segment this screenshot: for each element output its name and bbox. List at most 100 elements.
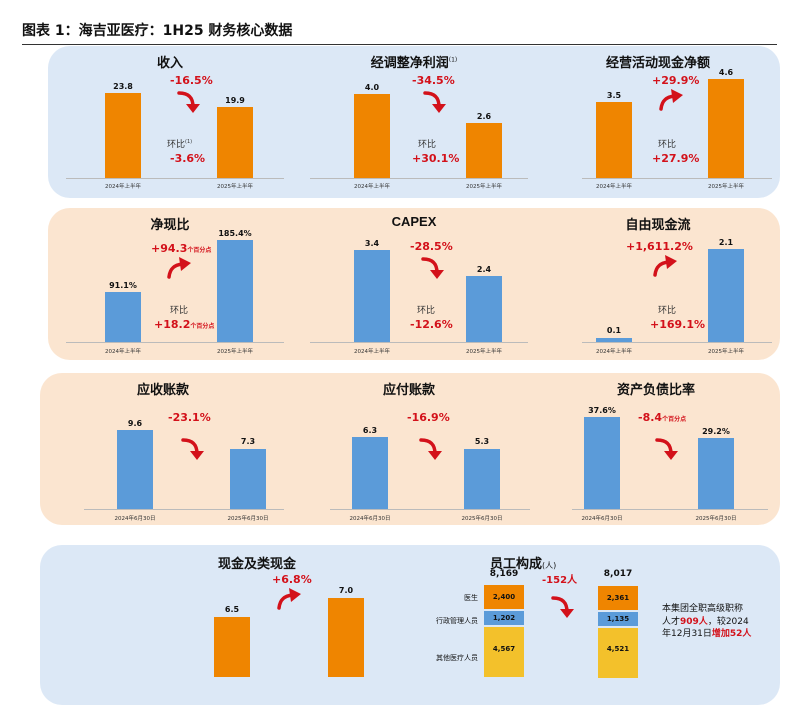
curved-arrow-up-icon (658, 88, 684, 112)
seg-other-2024: 4,567 (484, 627, 524, 677)
staff-total-2025: 8,017 (603, 569, 633, 579)
seg-doctors-2024: 2,400 (484, 585, 524, 609)
bar-capex-2025 (466, 276, 502, 342)
block-op-cash: 经营活动现金净额 3.5 4.6 2024年上半年 2025年上半年 +29.9… (536, 46, 780, 198)
value-receivables-2025: 7.3 (240, 437, 256, 446)
xlabel-2024h1: 2024年上半年 (596, 184, 632, 190)
curved-arrow-down-icon (654, 437, 680, 461)
xlabel-jun2025: 2025年6月30日 (227, 516, 269, 522)
qoq-capex: -12.6% (410, 318, 453, 331)
adj-profit-title: 经调整净利润(1) (370, 56, 458, 71)
qoq-fcf: +169.1% (650, 318, 706, 331)
curved-arrow-up-icon (652, 254, 678, 278)
value-adj-profit-2025: 2.6 (476, 112, 492, 121)
xlabel-jun2024: 2024年6月30日 (581, 516, 623, 522)
xlabel-2025h1: 2025年上半年 (708, 349, 744, 355)
xlabel-2024h1: 2024年上半年 (354, 184, 390, 190)
value-capex-2025: 2.4 (476, 265, 492, 274)
curved-arrow-down-icon (420, 256, 446, 280)
bar-payables-2025 (464, 449, 500, 509)
cash-title: 现金及类现金 (218, 557, 297, 572)
block-capex: CAPEX 3.4 2.4 2024年上半年 2025年上半年 -28.5% 环… (292, 208, 536, 360)
xlabel-2024h1: 2024年上半年 (354, 349, 390, 355)
curved-arrow-up-icon (166, 256, 192, 280)
bar-adj-profit-2024 (354, 94, 390, 178)
qoq-label: 环比(1) (167, 139, 193, 150)
capex-title: CAPEX (391, 214, 437, 229)
panel-row3: 应收账款 9.6 7.3 2024年6月30日 2025年6月30日 -23.1… (40, 373, 780, 525)
xlabel-2024h1: 2024年上半年 (596, 349, 632, 355)
panel-row4: 现金及类现金 6.5 7.0 +6.8% 员工构成(人) 8,169 8,017… (40, 545, 780, 705)
value-cash-ratio-2024: 91.1% (109, 281, 137, 290)
bar-cash-2025 (328, 598, 364, 677)
staff-note: 本集团全职高级职称 人才909人，较2024 年12月31日增加52人 (662, 604, 752, 639)
bar-receivables-2025 (230, 449, 266, 509)
staff-row-label-other: 其他医疗人员 (436, 654, 478, 662)
value-debt-ratio-2025: 29.2% (702, 427, 730, 436)
bar-adj-profit-2025 (466, 123, 502, 178)
axis-line (66, 342, 284, 343)
xlabel-jun2025: 2025年6月30日 (461, 516, 503, 522)
curved-arrow-down-icon (422, 90, 448, 114)
panel-row2: 净现比 91.1% 185.4% 2024年上半年 2025年上半年 +94.3… (48, 208, 780, 360)
yoy-op-cash: +29.9% (652, 74, 700, 87)
curved-arrow-down-icon (180, 437, 206, 461)
fcf-title: 自由现金流 (625, 218, 691, 233)
title-rule (22, 44, 777, 45)
xlabel-2024h1: 2024年上半年 (105, 349, 141, 355)
xlabel-jun2024: 2024年6月30日 (114, 516, 156, 522)
bar-op-cash-2024 (596, 102, 632, 178)
value-revenue-2024: 23.8 (113, 82, 133, 91)
staff-row-label-admin: 行政管理人员 (436, 617, 478, 625)
value-debt-ratio-2024: 37.6% (588, 406, 616, 415)
block-payables: 应付账款 6.3 5.3 2024年6月30日 2025年6月30日 -16.9… (286, 373, 532, 525)
value-adj-profit-2024: 4.0 (364, 83, 380, 92)
value-receivables-2024: 9.6 (127, 419, 143, 428)
curved-arrow-down-icon (550, 595, 576, 619)
chg-payables: -16.9% (407, 411, 450, 424)
staff-total-2024: 8,169 (489, 569, 519, 579)
bar-fcf-2025 (708, 249, 744, 342)
bar-fcf-2024 (596, 338, 632, 342)
value-fcf-2024: 0.1 (606, 326, 622, 335)
seg-doctors-2025: 2,361 (598, 586, 638, 610)
axis-line (84, 509, 284, 510)
bar-revenue-2025 (217, 107, 253, 178)
axis-line (330, 509, 530, 510)
chg-staff: -152人 (542, 575, 578, 586)
seg-admin-2024: 1,202 (484, 611, 524, 625)
xlabel-2025h1: 2025年上半年 (217, 349, 253, 355)
yoy-cash-ratio: +94.3个百分点 (151, 242, 212, 255)
value-cash-ratio-2025: 185.4% (218, 229, 252, 238)
revenue-title: 收入 (156, 56, 183, 71)
seg-other-2025: 4,521 (598, 628, 638, 678)
chg-cash: +6.8% (272, 573, 312, 586)
yoy-fcf: +1,611.2% (626, 240, 693, 253)
value-payables-2024: 6.3 (362, 426, 378, 435)
xlabel-jun2024: 2024年6月30日 (349, 516, 391, 522)
value-capex-2024: 3.4 (364, 239, 380, 248)
qoq-label: 环比 (417, 306, 436, 316)
debt-ratio-title: 资产负债比率 (616, 383, 695, 398)
cash-ratio-title: 净现比 (150, 218, 190, 233)
qoq-label: 环比 (170, 306, 189, 316)
curved-arrow-down-icon (176, 90, 202, 114)
chg-debt-ratio: -8.4个百分点 (638, 411, 687, 424)
axis-line (572, 509, 768, 510)
block-fcf: 自由现金流 0.1 2.1 2024年上半年 2025年上半年 +1,611.2… (536, 208, 780, 360)
xlabel-jun2025: 2025年6月30日 (695, 516, 737, 522)
panel-row1: 收入 23.8 19.9 2024年上半年 2025年上半年 -16.5% 环比… (48, 46, 780, 198)
value-revenue-2025: 19.9 (225, 96, 245, 105)
qoq-adj-profit: +30.1% (412, 152, 460, 165)
axis-line (310, 342, 528, 343)
value-op-cash-2024: 3.5 (606, 91, 622, 100)
bar-cash-ratio-2024 (105, 292, 141, 342)
chg-receivables: -23.1% (168, 411, 211, 424)
bar-receivables-2024 (117, 430, 153, 509)
qoq-revenue: -3.6% (170, 152, 206, 165)
value-payables-2025: 5.3 (474, 437, 490, 446)
qoq-op-cash: +27.9% (652, 152, 700, 165)
bar-debt-ratio-2024 (584, 417, 620, 509)
xlabel-2025h1: 2025年上半年 (217, 184, 253, 190)
qoq-label: 环比 (418, 140, 437, 150)
